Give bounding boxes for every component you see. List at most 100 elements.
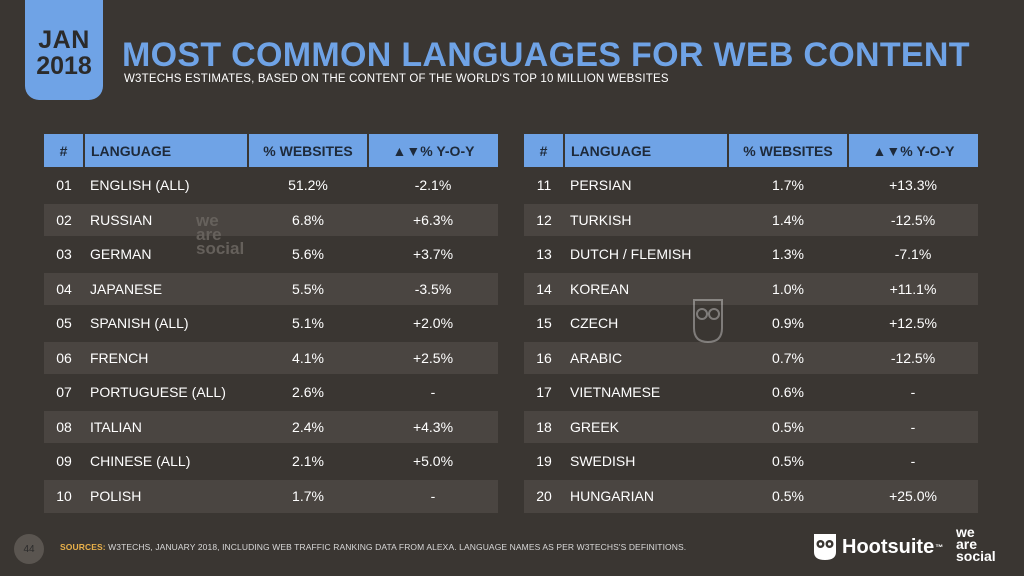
cell-language: RUSSIAN [84,201,248,237]
table-row: 17 VIETNAMESE 0.6% - [524,374,978,410]
cell-rank: 01 [44,167,84,203]
page-title: MOST COMMON LANGUAGES FOR WEB CONTENT [122,36,970,74]
hootsuite-wordmark: Hootsuite [842,535,935,558]
cell-language: SPANISH (ALL) [84,305,248,341]
cell-websites: 5.5% [248,270,368,306]
cell-websites: 0.6% [728,374,848,410]
col-header-websites: % WEBSITES [248,134,369,168]
cell-language: VIETNAMESE [564,374,728,410]
cell-rank: 20 [524,477,564,513]
hootsuite-owl-icon [814,534,836,560]
cell-yoy: +2.0% [368,305,498,341]
cell-rank: 13 [524,236,564,272]
cell-language: POLISH [84,477,248,513]
cell-websites: 1.7% [728,167,848,203]
cell-websites: 1.7% [248,477,368,513]
logo-line: we [956,524,975,540]
cell-language: DUTCH / FLEMISH [564,236,728,272]
cell-yoy: - [368,374,498,410]
table-row: 16 ARABIC 0.7% -12.5% [524,339,978,375]
sources-label: SOURCES: [60,542,106,552]
cell-websites: 0.5% [728,408,848,444]
page-subtitle: W3TECHS ESTIMATES, BASED ON THE CONTENT … [124,73,669,85]
table-row: 02 RUSSIAN 6.8% +6.3% [44,201,498,237]
cell-yoy: +6.3% [368,201,498,237]
cell-yoy: -7.1% [848,236,978,272]
we-are-social-watermark: we are social [196,212,245,258]
cell-yoy: - [848,374,978,410]
cell-language: GREEK [564,408,728,444]
table-row: 14 KOREAN 1.0% +11.1% [524,270,978,306]
we-are-social-logo: we are social [956,524,996,564]
col-header-websites: % WEBSITES [728,134,849,168]
cell-websites: 1.3% [728,236,848,272]
cell-rank: 15 [524,305,564,341]
cell-rank: 10 [44,477,84,513]
cell-rank: 17 [524,374,564,410]
sources-text: W3TECHS, JANUARY 2018, INCLUDING WEB TRA… [108,542,687,552]
date-month: JAN [38,26,90,54]
cell-language: PERSIAN [564,167,728,203]
watermark-line: are [196,225,222,244]
cell-rank: 02 [44,201,84,237]
table-row: 19 SWEDISH 0.5% - [524,443,978,479]
cell-language: CHINESE (ALL) [84,443,248,479]
cell-rank: 08 [44,408,84,444]
logo-line: social [956,548,996,564]
cell-language: PORTUGUESE (ALL) [84,374,248,410]
table-row: 01 ENGLISH (ALL) 51.2% -2.1% [44,167,498,203]
languages-table-right: # LANGUAGE % WEBSITES ▲▼% Y-O-Y 11 PERSIA… [524,134,978,513]
cell-websites: 2.6% [248,374,368,410]
cell-language: CZECH [564,305,728,341]
cell-yoy: +12.5% [848,305,978,341]
cell-rank: 14 [524,270,564,306]
cell-language: FRENCH [84,339,248,375]
cell-rank: 11 [524,167,564,203]
table-row: 10 POLISH 1.7% - [44,477,498,513]
cell-yoy: -12.5% [848,201,978,237]
logo-line: are [956,536,978,552]
date-badge: JAN 2018 [25,0,103,100]
table-header-row: # LANGUAGE % WEBSITES ▲▼% Y-O-Y [524,134,978,168]
col-header-rank: # [44,134,85,168]
page-number: 44 [14,534,44,564]
cell-language: JAPANESE [84,270,248,306]
date-year: 2018 [36,52,92,80]
cell-websites: 2.4% [248,408,368,444]
cell-rank: 06 [44,339,84,375]
cell-language: TURKISH [564,201,728,237]
cell-yoy: +4.3% [368,408,498,444]
cell-yoy: -2.1% [368,167,498,203]
cell-websites: 5.1% [248,305,368,341]
col-header-language: LANGUAGE [84,134,249,168]
table-row: 07 PORTUGUESE (ALL) 2.6% - [44,374,498,410]
col-header-rank: # [524,134,565,168]
table-row: 15 CZECH 0.9% +12.5% [524,305,978,341]
col-header-language: LANGUAGE [564,134,729,168]
cell-websites: 0.5% [728,477,848,513]
table-row: 20 HUNGARIAN 0.5% +25.0% [524,477,978,513]
col-header-yoy: ▲▼% Y-O-Y [368,134,498,168]
cell-rank: 19 [524,443,564,479]
cell-yoy: - [848,443,978,479]
cell-websites: 2.1% [248,443,368,479]
table-body-right: 11 PERSIAN 1.7% +13.3% 12 TURKISH 1.4% -12.5% 13… [524,167,978,513]
cell-rank: 09 [44,443,84,479]
cell-yoy: +11.1% [848,270,978,306]
table-row: 18 GREEK 0.5% - [524,408,978,444]
trademark-mark: ™ [935,542,944,552]
cell-language: SWEDISH [564,443,728,479]
table-header-row: # LANGUAGE % WEBSITES ▲▼% Y-O-Y [44,134,498,168]
cell-rank: 12 [524,201,564,237]
cell-rank: 03 [44,236,84,272]
table-row: 12 TURKISH 1.4% -12.5% [524,201,978,237]
cell-language: ARABIC [564,339,728,375]
cell-yoy: - [368,477,498,513]
cell-rank: 04 [44,270,84,306]
watermark-line: social [196,239,245,258]
table-row: 05 SPANISH (ALL) 5.1% +2.0% [44,305,498,341]
cell-yoy: - [848,408,978,444]
languages-table-left: # LANGUAGE % WEBSITES ▲▼% Y-O-Y 01 ENGLIS… [44,134,498,513]
cell-websites: 1.4% [728,201,848,237]
cell-rank: 16 [524,339,564,375]
